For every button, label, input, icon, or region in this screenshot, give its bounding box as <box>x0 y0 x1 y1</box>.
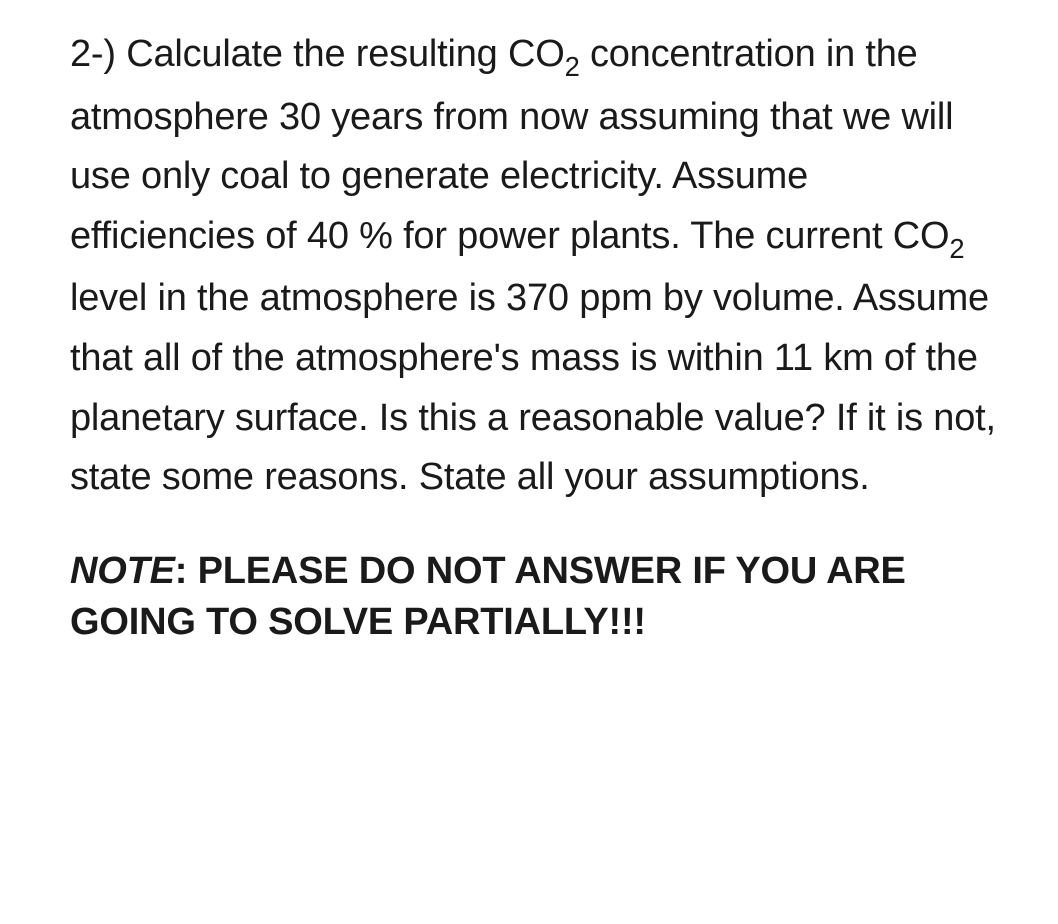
co2-subscript-2: 2 <box>949 233 964 264</box>
question-text-part1: 2-) Calculate the resulting CO <box>70 33 565 75</box>
note-separator: : <box>175 550 198 592</box>
question-text-part3: level in the atmosphere is 370 ppm by vo… <box>70 277 996 498</box>
note-label: NOTE <box>70 550 175 592</box>
note-section: NOTE: PLEASE DO NOT ANSWER IF YOU ARE GO… <box>70 546 998 649</box>
co2-subscript-1: 2 <box>565 51 580 82</box>
question-body: 2-) Calculate the resulting CO2 concentr… <box>70 25 998 508</box>
